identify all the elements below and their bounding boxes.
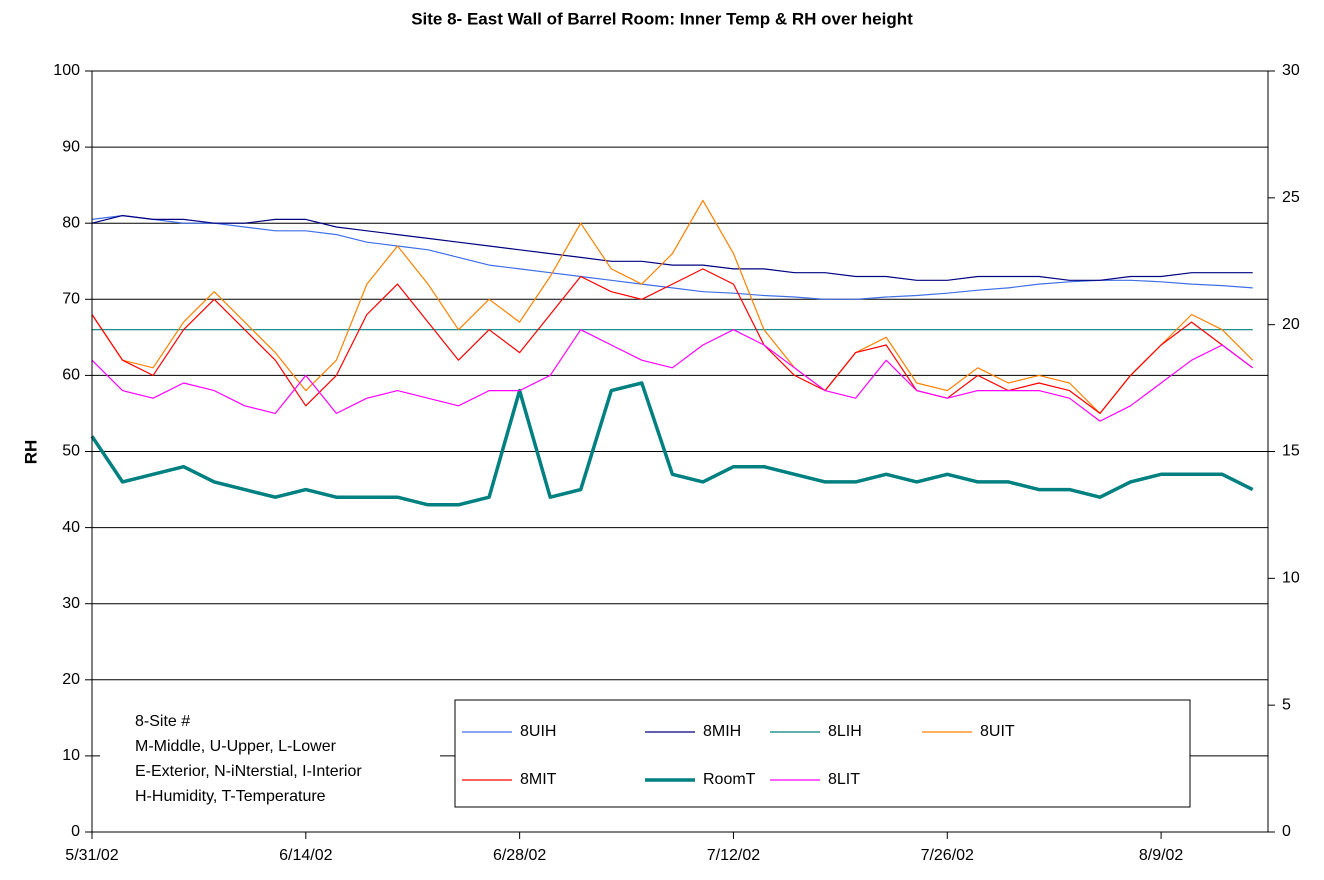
y2-tick-label: 15: [1282, 443, 1300, 460]
chart-title: Site 8- East Wall of Barrel Room: Inner …: [411, 9, 913, 28]
x-tick-label: 7/26/02: [921, 847, 974, 864]
legend-label: 8LIH: [828, 723, 862, 740]
annotation-box: [100, 705, 440, 809]
legend-label: 8LIT: [828, 771, 860, 788]
series-line: [91, 215, 1253, 300]
y-tick-label: 50: [62, 443, 80, 460]
annotation: E-Exterior, N-iNterstial, I-Interior: [135, 763, 362, 780]
y-tick-label: 40: [62, 519, 80, 536]
y-tick-label: 20: [62, 671, 80, 688]
annotation: H-Humidity, T-Temperature: [135, 788, 326, 805]
series-line: [91, 215, 1253, 281]
series-line: [91, 199, 1254, 414]
y-tick-label: 90: [62, 138, 80, 155]
y-axis-label: RH: [21, 440, 40, 465]
y-tick-label: 0: [71, 823, 80, 840]
y-tick-label: 30: [62, 595, 80, 612]
legend-box: [454, 699, 1191, 808]
overlay: 8-Site # M-Middle, U-Upper, L-Lower E-Exte…: [100, 699, 1191, 809]
axes: 0 10 20 30 40 50 60 70 80 90 100 0 5 10 15 20 25 30 5/31/0…: [53, 62, 1300, 864]
y2-tick-label: 0: [1282, 823, 1291, 840]
x-tick-label: 5/31/02: [65, 847, 118, 864]
series-line: [91, 268, 1254, 414]
legend-label: 8UIT: [980, 723, 1015, 740]
x-tick-label: 7/12/02: [707, 847, 760, 864]
series-line: [90, 381, 1254, 507]
y2-tick-label: 10: [1282, 570, 1300, 587]
y-tick-label: 100: [53, 62, 80, 79]
x-tick-label: 6/14/02: [279, 847, 332, 864]
y-tick-label: 70: [62, 291, 80, 308]
series-line: [91, 329, 1254, 422]
legend-label: 8MIH: [703, 723, 741, 740]
y-tick-label: 10: [62, 747, 80, 764]
x-tick-label: 6/28/02: [493, 847, 546, 864]
legend-label: 8MIT: [520, 771, 557, 788]
x-tick-label: 8/9/02: [1139, 847, 1184, 864]
y-tick-label: 80: [62, 214, 80, 231]
y-tick-label: 60: [62, 367, 80, 384]
plot-lines: [90, 199, 1254, 507]
y2-tick-label: 20: [1282, 316, 1300, 333]
annotation: 8-Site #: [135, 713, 190, 730]
y2-tick-label: 5: [1282, 696, 1291, 713]
annotation: M-Middle, U-Upper, L-Lower: [135, 738, 337, 755]
legend-label: 8UIH: [520, 723, 556, 740]
legend-label: RoomT: [703, 771, 756, 788]
y2-tick-label: 30: [1282, 62, 1300, 79]
y2-tick-label: 25: [1282, 189, 1300, 206]
